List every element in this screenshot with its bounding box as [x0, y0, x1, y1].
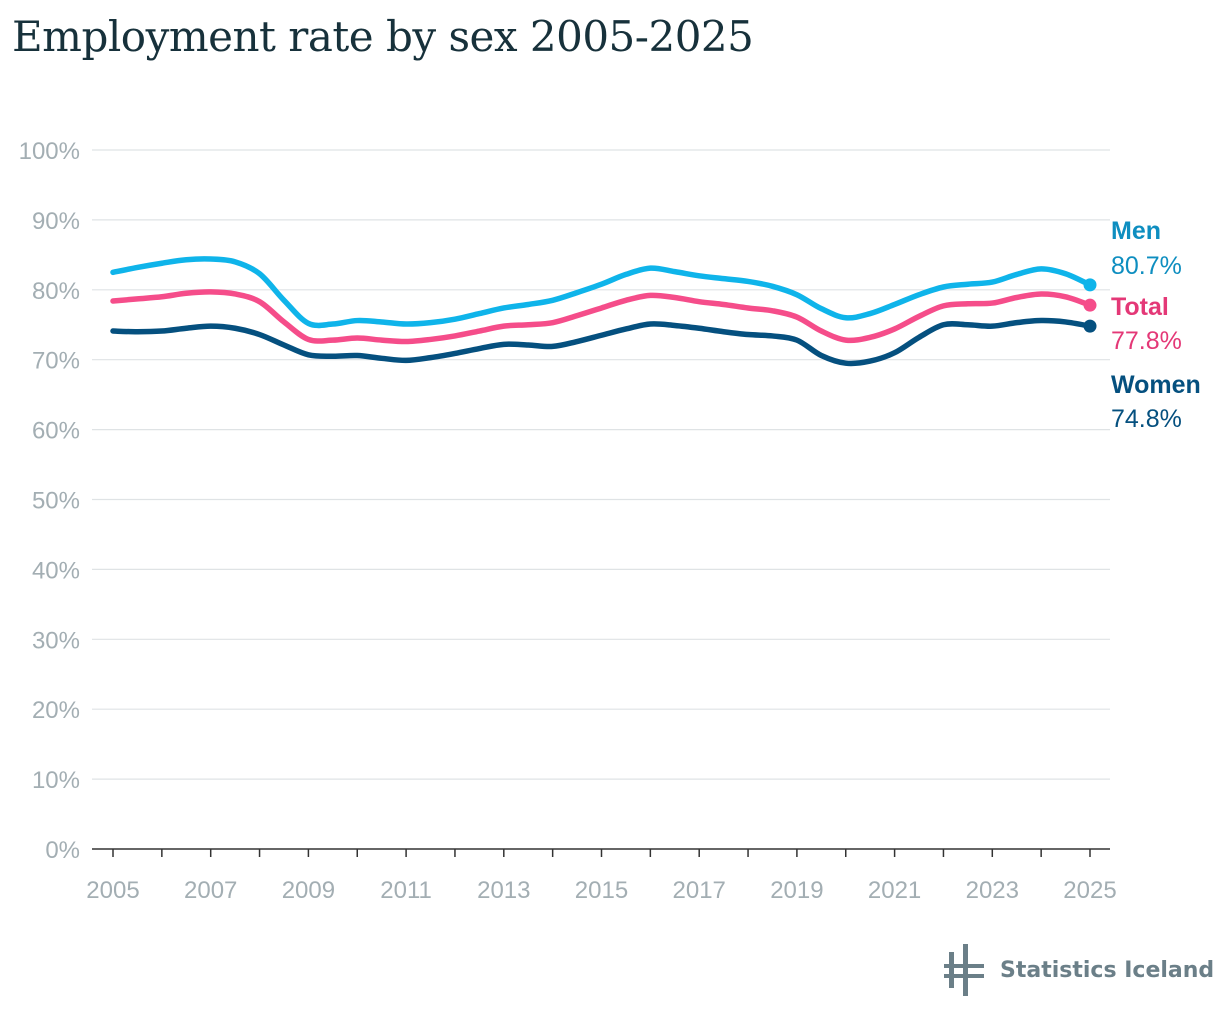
end-point-women	[1083, 319, 1097, 333]
y-tick-label: 80%	[32, 278, 80, 305]
series-line-total	[110, 289, 1093, 345]
end-point-men	[1083, 278, 1097, 292]
end-point-total	[1083, 298, 1097, 312]
legend-value-men: 80.7%	[1111, 252, 1182, 280]
series-lines	[110, 256, 1097, 367]
y-tick-label: 30%	[32, 627, 80, 654]
series-line-women	[110, 317, 1093, 367]
x-tick-label: 2021	[868, 877, 921, 904]
x-axis: 2005 2007 2009 2011 2013 2015 2017 2019 2021 2023…	[86, 848, 1117, 904]
x-tick-label: 2017	[673, 877, 726, 904]
y-tick-label: 40%	[32, 557, 80, 584]
x-tick-label: 2013	[477, 877, 530, 904]
brand-logo: Statistics Iceland	[944, 944, 1214, 996]
y-tick-label: 70%	[32, 348, 80, 375]
x-tick-label: 2015	[575, 877, 628, 904]
y-tick-label: 90%	[32, 208, 80, 235]
y-tick-label: 20%	[32, 697, 80, 724]
legend-name-women: Women	[1111, 371, 1201, 399]
y-tick-label: 50%	[32, 488, 80, 515]
y-axis: 0% 10% 20% 30% 40% 50% 60% 70% 80% 90% 100%	[19, 138, 80, 864]
end-labels: Men 80.7% Total 77.8% Women 74.8%	[1111, 217, 1201, 433]
legend-name-men: Men	[1111, 217, 1161, 245]
legend-name-total: Total	[1111, 293, 1169, 321]
x-tick-label: 2023	[966, 877, 1019, 904]
legend-value-total: 77.8%	[1111, 327, 1182, 355]
series-line-men	[110, 256, 1093, 329]
statistics-iceland-logo-icon	[944, 944, 984, 996]
gridlines	[92, 149, 1110, 780]
y-tick-label: 10%	[32, 767, 80, 794]
x-tick-label: 2007	[184, 877, 237, 904]
brand-name: Statistics Iceland	[1000, 957, 1215, 983]
y-tick-label: 0%	[45, 837, 80, 864]
x-tick-label: 2019	[770, 877, 823, 904]
x-tick-label: 2011	[380, 877, 432, 904]
legend-value-women: 74.8%	[1111, 405, 1182, 433]
y-tick-label: 100%	[19, 138, 80, 165]
x-tick-label: 2005	[86, 877, 139, 904]
x-tick-label: 2025	[1063, 877, 1116, 904]
y-tick-label: 60%	[32, 418, 80, 445]
x-tick-label: 2009	[282, 877, 335, 904]
chart-title: Employment rate by sex 2005-2025	[12, 12, 754, 61]
